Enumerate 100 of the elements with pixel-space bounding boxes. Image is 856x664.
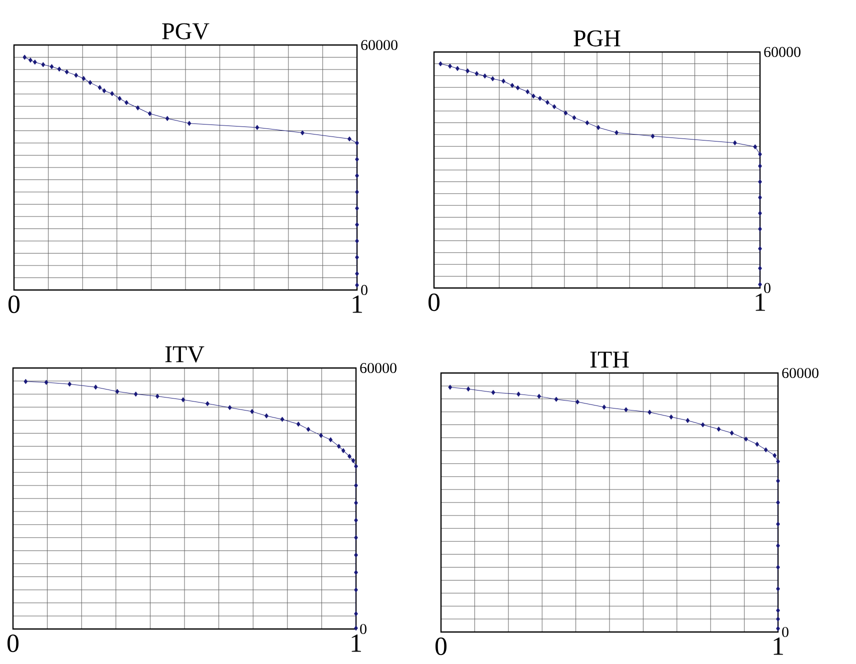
point [250,409,254,414]
point [438,61,442,66]
point [776,459,780,464]
point [354,626,358,631]
point [564,110,568,116]
point [354,500,358,506]
point [758,266,762,271]
x-tick-label: 0 [435,638,447,656]
point [148,111,152,116]
point [755,442,760,447]
y-tick-label: 60000 [764,46,800,58]
point [648,410,652,415]
point [33,60,37,65]
point [328,437,333,442]
point [187,120,192,126]
point [456,66,460,71]
point [758,226,762,232]
point [776,564,780,570]
point [44,380,48,385]
point [772,453,777,458]
point [110,91,114,96]
point [355,140,359,146]
point [491,390,496,395]
point [516,85,520,90]
point [354,535,358,540]
point [758,195,762,200]
point [355,282,359,288]
point [181,397,186,402]
point [354,552,358,558]
point [306,426,310,432]
point [28,58,32,63]
point [572,115,576,120]
point [554,396,558,402]
point [74,72,78,78]
point [351,458,356,464]
point [124,100,128,106]
point [538,96,542,101]
point [733,140,737,146]
point [22,54,27,60]
point [102,88,106,94]
point [355,222,359,228]
point [98,85,102,90]
point [576,399,580,404]
x-tick-label: 0 [428,294,440,312]
x-tick-label: 1 [756,294,765,311]
point [776,543,780,548]
point [354,570,358,575]
chart-title: PGH [574,30,620,46]
point [355,190,359,194]
x-tick-label: 1 [352,296,362,313]
point [355,254,359,260]
point [354,464,358,469]
point [776,608,780,613]
point [348,454,352,459]
point [596,125,600,130]
y-tick-label: 0 [782,626,788,638]
point [776,500,780,505]
x-tick-label: 0 [8,296,20,314]
point [758,210,762,216]
point [753,144,758,150]
y-tick-label: 0 [360,624,366,634]
point [776,586,780,592]
point [296,422,300,427]
y-tick-label: 0 [361,284,368,296]
point [448,384,452,390]
point [776,478,780,484]
point [57,66,62,72]
point [758,246,762,252]
point [41,62,46,68]
point [537,394,541,399]
point [614,130,618,136]
point [115,389,120,394]
point [602,404,606,410]
y-tick-label: 60000 [782,368,818,378]
point [650,134,655,139]
point [82,76,86,81]
point [776,522,780,527]
point [758,152,762,157]
point [355,173,359,178]
point [354,587,358,592]
point [88,80,92,86]
point [730,430,734,436]
point [474,71,479,76]
point [516,392,520,397]
point [300,130,304,136]
point [165,116,170,121]
point [466,386,470,392]
point [758,164,762,169]
point [669,414,674,420]
point [280,416,284,422]
point [94,384,98,390]
point [466,68,470,74]
point [136,105,140,110]
point [776,626,780,631]
x-tick-label: 1 [774,638,783,655]
point [758,282,762,287]
point [134,392,138,397]
point [354,483,358,488]
y-tick-label: 60000 [360,362,396,374]
point [264,413,268,418]
